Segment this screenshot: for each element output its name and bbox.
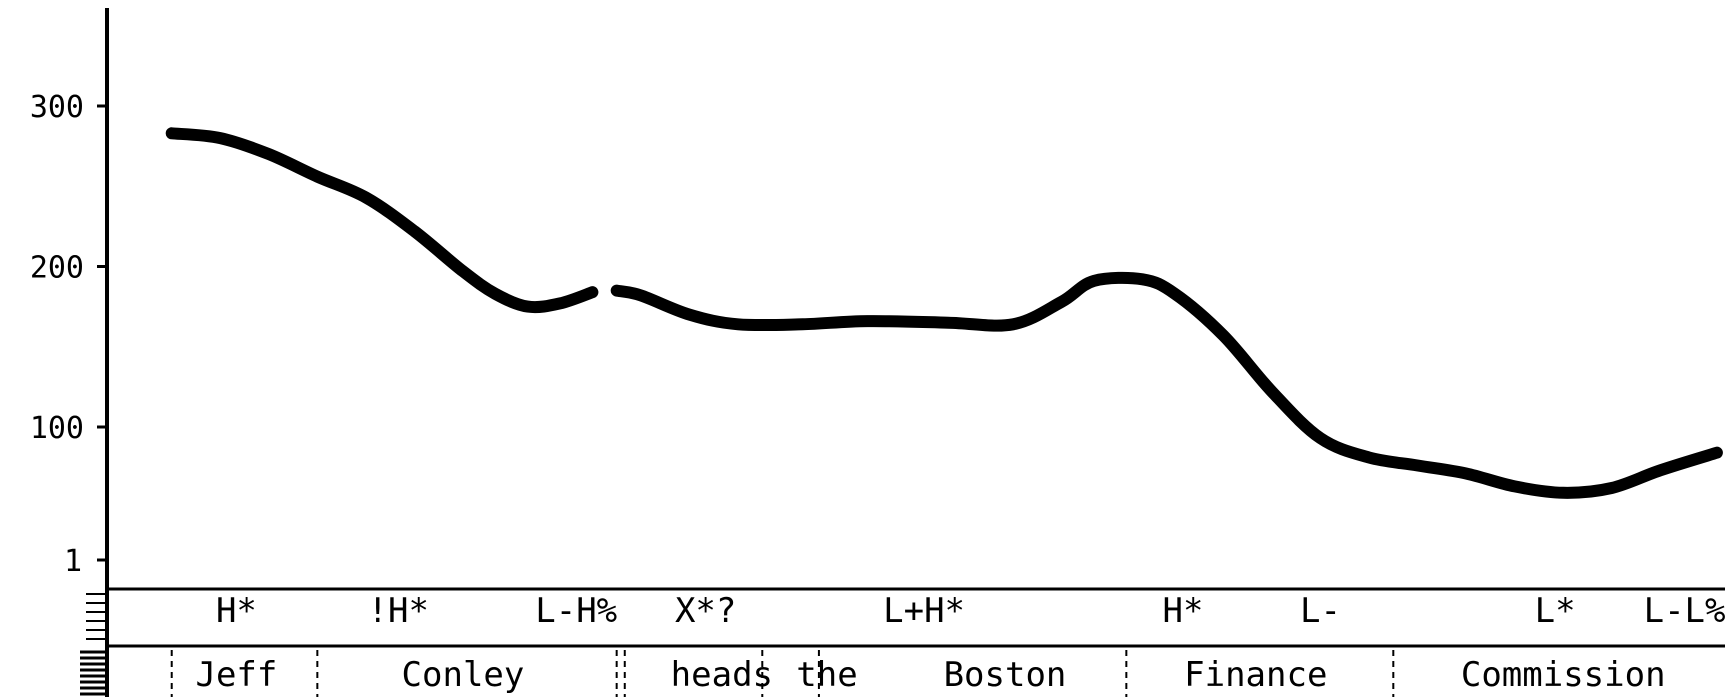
word-tier: Jeff Conley heads the Boston Finance Commissio…	[170, 650, 1666, 697]
word-label: Finance	[1184, 655, 1327, 695]
word-label: the	[796, 655, 857, 695]
word-label: Jeff	[195, 655, 277, 695]
word-label: Boston	[944, 655, 1067, 695]
tone-label: !H*	[368, 591, 429, 631]
plot-area	[165, 127, 1723, 499]
word-label: Commission	[1461, 655, 1666, 695]
y-tick-label: 1	[64, 544, 82, 579]
y-tick-label: 300	[30, 90, 84, 125]
tone-label: L-L%	[1644, 591, 1725, 631]
tier-scale-ticks	[80, 593, 107, 696]
tone-label: L-H%	[535, 591, 617, 631]
tone-label: X*?	[675, 591, 736, 631]
y-axis-ticks: 300 200 100 1	[30, 90, 107, 579]
pitch-contour-segment	[610, 271, 1723, 499]
tone-label: L*	[1535, 591, 1576, 631]
tone-label: H*	[1162, 591, 1203, 631]
y-tick-label: 200	[30, 251, 84, 286]
tone-tier: H* !H* L-H% X*? L+H* H* L- L* L-L%	[216, 591, 1725, 631]
word-label: Conley	[402, 655, 525, 695]
pitch-contour-segment	[165, 127, 599, 314]
tone-label: L+H*	[883, 591, 965, 631]
tone-label: H*	[216, 591, 257, 631]
word-label: heads	[671, 655, 773, 695]
tone-label: L-	[1300, 591, 1341, 631]
y-tick-label: 100	[30, 411, 84, 446]
